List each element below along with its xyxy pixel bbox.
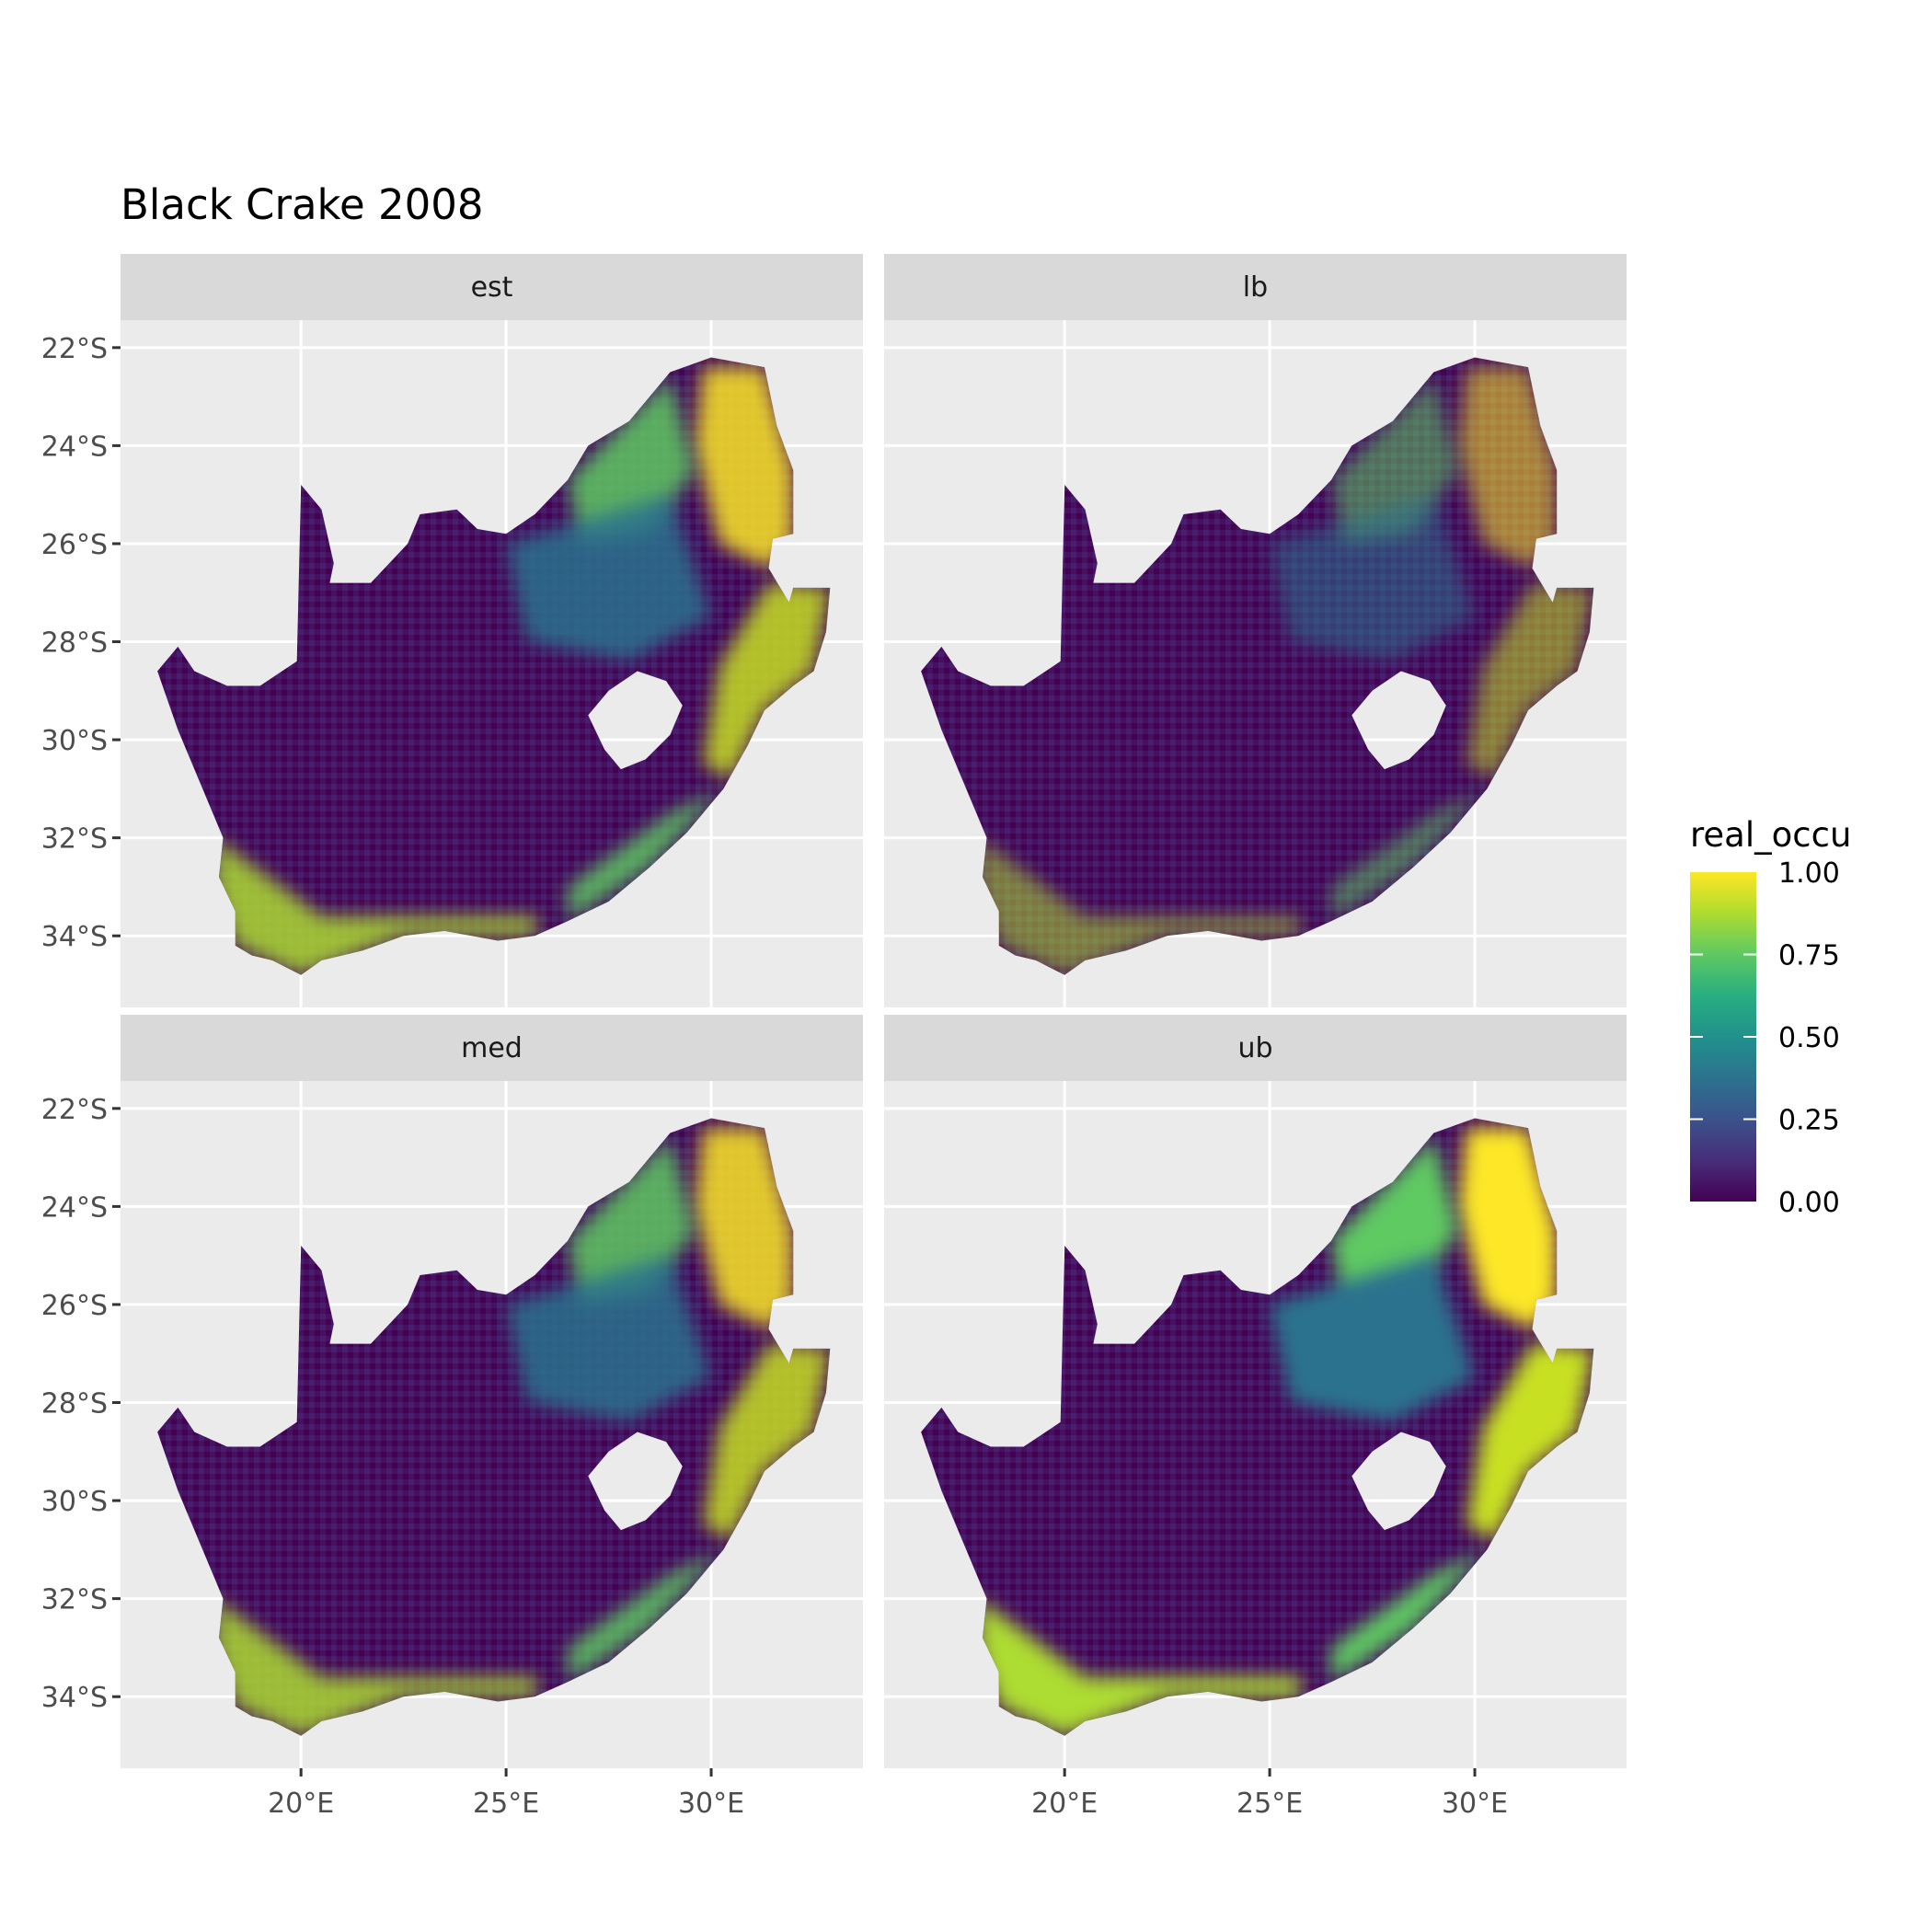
high-occupancy-region — [506, 1255, 711, 1422]
facet-panel-ub: ub 20°E 25°E 30°E — [884, 1015, 1627, 1820]
y-tick-label: 22°S — [41, 1094, 108, 1126]
high-occupancy-region — [703, 582, 831, 779]
x-tick-label: 30°E — [1442, 1788, 1508, 1820]
y-tick-label: 24°S — [41, 431, 108, 463]
color-legend: real_occu 0.00 0.25 0.50 0.75 1.00 — [1690, 815, 1851, 1219]
legend-label: 0.75 — [1778, 940, 1840, 972]
high-occupancy-region — [214, 837, 539, 975]
facet-strip — [884, 254, 1627, 320]
occupancy-raster-high — [978, 367, 1594, 975]
high-occupancy-region — [568, 788, 724, 922]
y-tick-label: 34°S — [41, 921, 108, 953]
high-occupancy-region — [1331, 788, 1488, 922]
high-occupancy-region — [1458, 367, 1558, 569]
legend-label: 0.25 — [1778, 1105, 1840, 1137]
occupancy-raster-high — [978, 1128, 1594, 1736]
facet-panel-med: med 22°S 24°S 26°S 28°S 30°S 32°S 34°S 20°E 25°E 3… — [41, 1015, 863, 1820]
legend-title: real_occu — [1690, 815, 1851, 855]
high-occupancy-region — [978, 837, 1303, 975]
y-tick-label: 30°S — [41, 1486, 108, 1518]
high-occupancy-region — [506, 494, 711, 661]
y-tick-label: 24°S — [41, 1191, 108, 1224]
y-tick-label: 28°S — [41, 1388, 108, 1420]
y-tick-label: 22°S — [41, 333, 108, 365]
y-tick-label: 32°S — [41, 1584, 108, 1616]
high-occupancy-region — [1331, 1549, 1488, 1683]
high-occupancy-region — [1458, 1128, 1558, 1329]
facet-strip — [121, 254, 863, 320]
facet-strip-label: est — [471, 271, 513, 304]
x-tick-label: 25°E — [1236, 1788, 1303, 1820]
occupancy-raster-high — [214, 367, 831, 975]
high-occupancy-region — [1466, 582, 1594, 779]
occupancy-raster-high — [214, 1128, 831, 1736]
high-occupancy-region — [1270, 494, 1475, 661]
legend-label: 0.00 — [1778, 1187, 1840, 1219]
y-tick-label: 30°S — [41, 725, 108, 757]
y-tick-label: 28°S — [41, 627, 108, 660]
y-tick-label: 32°S — [41, 823, 108, 856]
y-tick-label: 34°S — [41, 1682, 108, 1714]
high-occupancy-region — [1270, 1255, 1475, 1422]
high-occupancy-region — [978, 1598, 1303, 1736]
high-occupancy-region — [568, 1549, 724, 1683]
facet-strip — [884, 1015, 1627, 1081]
facet-strip-label: med — [461, 1032, 523, 1064]
facet-panel-lb: lb — [884, 254, 1627, 1007]
facet-strip-label: ub — [1237, 1032, 1272, 1064]
legend-label: 1.00 — [1778, 857, 1840, 890]
x-tick-label: 25°E — [473, 1788, 539, 1820]
x-tick-label: 20°E — [268, 1788, 334, 1820]
facet-strip — [121, 1015, 863, 1081]
facet-strip-label: lb — [1243, 271, 1268, 304]
high-occupancy-region — [703, 1343, 831, 1540]
y-tick-label: 26°S — [41, 529, 108, 561]
x-tick-label: 30°E — [678, 1788, 744, 1820]
y-tick-label: 26°S — [41, 1290, 108, 1322]
facet-panel-est: est 22°S 24°S 26°S 28°S 30°S 32°S 34°S — [41, 254, 863, 1007]
high-occupancy-region — [695, 1128, 794, 1329]
high-occupancy-region — [214, 1598, 539, 1736]
high-occupancy-region — [695, 367, 794, 569]
legend-label: 0.50 — [1778, 1022, 1840, 1054]
x-tick-label: 20°E — [1031, 1788, 1098, 1820]
high-occupancy-region — [1466, 1343, 1594, 1540]
chart-title: Black Crake 2008 — [121, 180, 484, 229]
